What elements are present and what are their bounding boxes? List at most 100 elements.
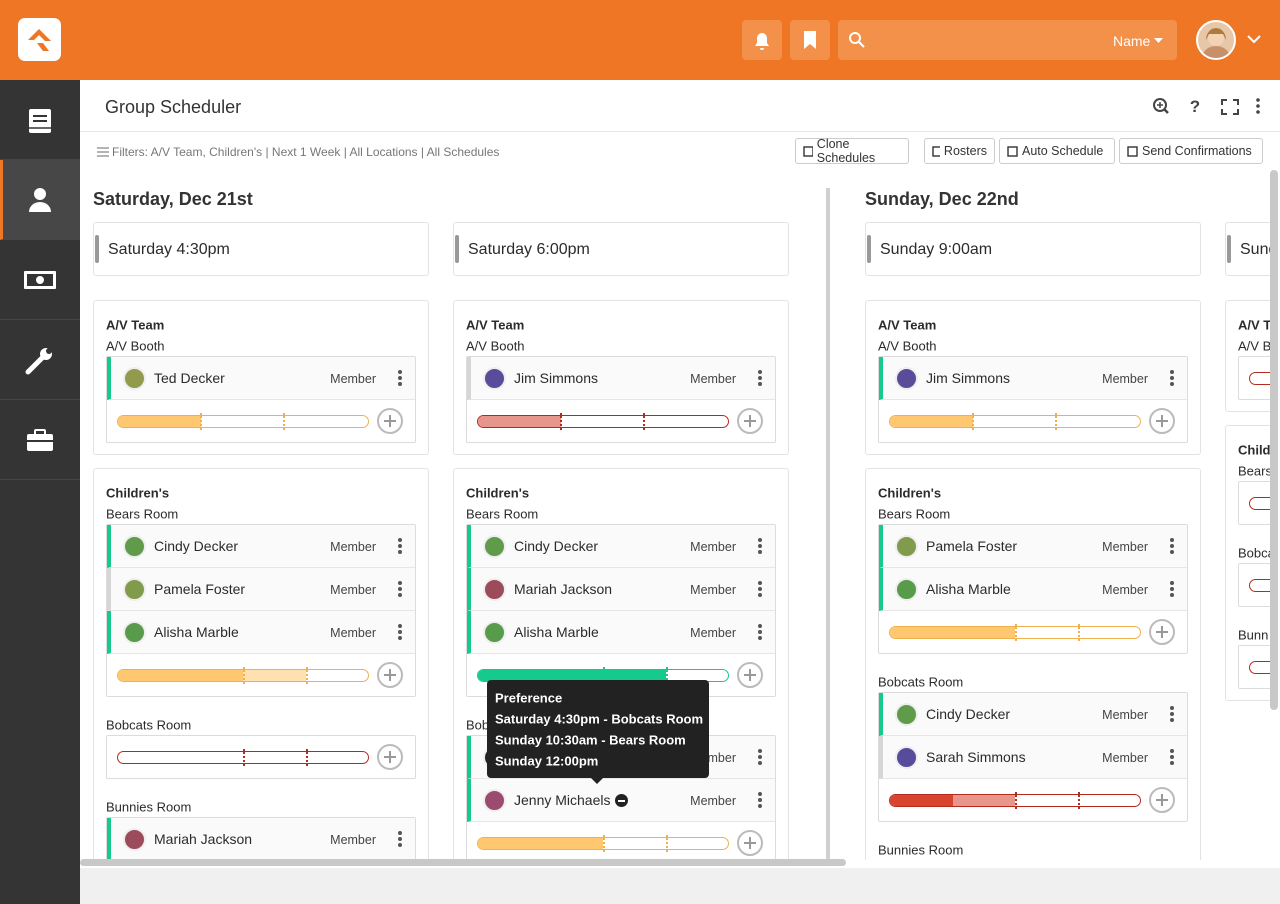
person-menu[interactable] [758, 370, 762, 387]
person-role: Member [330, 832, 376, 847]
group-name: A/V Team [466, 317, 525, 333]
capacity-fill [118, 670, 243, 681]
capacity-threshold [643, 413, 646, 430]
person-row[interactable]: Mariah Jackson Member [107, 818, 415, 860]
location-box [1238, 645, 1270, 689]
schedule-card: Sund [1225, 222, 1270, 276]
location-name: A/V Booth [466, 338, 525, 354]
capacity-fill [890, 795, 953, 806]
user-avatar[interactable] [1196, 20, 1236, 60]
add-person-button[interactable] [737, 662, 763, 688]
bookmarks-button[interactable] [790, 20, 830, 60]
toolbar-button[interactable]: Auto Schedule [999, 138, 1115, 164]
person-menu[interactable] [1170, 706, 1174, 723]
location-box: Mariah Jackson Member [106, 817, 416, 860]
add-person-button[interactable] [1149, 787, 1175, 813]
add-person-button[interactable] [737, 408, 763, 434]
search-box[interactable]: Name [838, 20, 1177, 60]
person-menu[interactable] [758, 624, 762, 641]
person-row[interactable]: Pamela Foster Member [879, 525, 1187, 568]
person-row[interactable]: Ted Decker Member [107, 357, 415, 400]
add-person-button[interactable] [1149, 619, 1175, 645]
user-menu-chevron[interactable] [1247, 35, 1261, 45]
person-avatar [895, 703, 918, 726]
vertical-scrollbar[interactable] [1270, 170, 1278, 710]
person-name: Mariah Jackson [154, 831, 253, 847]
group-card: Children's Bears Room Pamela Foster Member A… [865, 468, 1201, 860]
toolbar-button[interactable]: Rosters [924, 138, 995, 164]
capacity-bar [1249, 579, 1270, 592]
person-row[interactable]: Jim Simmons Member [879, 357, 1187, 400]
person-menu[interactable] [758, 538, 762, 555]
person-row[interactable]: Jim Simmons Member [467, 357, 775, 400]
person-row[interactable]: Cindy Decker Member [879, 693, 1187, 736]
day-divider [826, 188, 830, 860]
horizontal-scrollbar[interactable] [80, 859, 846, 866]
person-name: Pamela Foster [154, 581, 246, 597]
button-label[interactable]: Auto Schedule [1022, 144, 1104, 158]
nav-admin[interactable] [0, 320, 80, 400]
person-menu[interactable] [1170, 370, 1174, 387]
location-box [1238, 481, 1270, 525]
person-row[interactable]: Alisha Marble Member [879, 568, 1187, 611]
location-name: Bears Room [466, 506, 539, 522]
location-name: A/V Booth [106, 338, 165, 354]
nav-finance[interactable] [0, 240, 80, 320]
person-menu[interactable] [398, 831, 402, 848]
add-person-button[interactable] [1149, 408, 1175, 434]
toolbar-button[interactable]: Send Confirmations [1119, 138, 1263, 164]
add-person-button[interactable] [377, 744, 403, 770]
person-avatar [483, 367, 506, 390]
capacity-threshold [560, 413, 563, 430]
notifications-button[interactable] [742, 20, 782, 60]
add-person-button[interactable] [377, 408, 403, 434]
person-row[interactable]: Cindy Decker Member [467, 525, 775, 568]
person-menu[interactable] [1170, 538, 1174, 555]
button-label[interactable]: Send Confirmations [1142, 144, 1252, 158]
group-card: Child Bears Bobca Bunn [1225, 425, 1270, 701]
person-menu[interactable] [398, 538, 402, 555]
nav-book[interactable] [0, 80, 80, 160]
button-label[interactable]: Rosters [943, 144, 987, 158]
person-row[interactable]: Pamela Foster Member [107, 568, 415, 611]
person-menu[interactable] [398, 624, 402, 641]
filter-summary[interactable]: Filters: A/V Team, Children's | Next 1 W… [112, 145, 500, 159]
add-person-button[interactable] [737, 830, 763, 856]
sidebar [0, 80, 80, 904]
person-menu[interactable] [398, 581, 402, 598]
button-label[interactable]: Clone Schedules [816, 137, 876, 165]
nav-people[interactable] [0, 160, 80, 240]
group-card: Children's Bears Room Cindy Decker Member Ma… [453, 468, 789, 860]
search-scope[interactable]: Name [1113, 33, 1151, 49]
person-menu[interactable] [1170, 581, 1174, 598]
person-avatar [895, 367, 918, 390]
person-name: Jim Simmons [926, 370, 1011, 386]
person-menu[interactable] [758, 749, 762, 766]
person-row[interactable]: Sarah Simmons Member [879, 736, 1187, 779]
add-person-button[interactable] [377, 662, 403, 688]
person-menu[interactable] [1170, 749, 1174, 766]
person-row[interactable]: Alisha Marble Member [467, 611, 775, 654]
person-row[interactable]: Mariah Jackson Member [467, 568, 775, 611]
person-row[interactable]: Cindy Decker Member [107, 525, 415, 568]
person-name: Pamela Foster [926, 538, 1018, 554]
person-avatar [123, 621, 146, 644]
logo[interactable] [18, 18, 61, 61]
conflict-icon [615, 794, 628, 807]
capacity-threshold [1055, 413, 1058, 430]
toolbar-button[interactable]: Clone Schedules [795, 137, 909, 165]
person-menu[interactable] [758, 792, 762, 809]
person-menu[interactable] [758, 581, 762, 598]
person-role: Member [690, 793, 736, 808]
person-row[interactable]: Jenny Michaels Member [467, 779, 775, 822]
capacity-threshold [1078, 624, 1080, 641]
person-menu[interactable] [398, 370, 402, 387]
group-card: Children's Bears Room Cindy Decker Member Pa… [93, 468, 429, 860]
person-avatar [483, 789, 506, 812]
location-name: A/V B [1238, 338, 1270, 354]
person-row[interactable]: Alisha Marble Member [107, 611, 415, 654]
person-avatar [483, 621, 506, 644]
nav-tools[interactable] [0, 400, 80, 480]
capacity-threshold [603, 835, 605, 852]
panel-actions[interactable]: ? [1150, 96, 1270, 118]
